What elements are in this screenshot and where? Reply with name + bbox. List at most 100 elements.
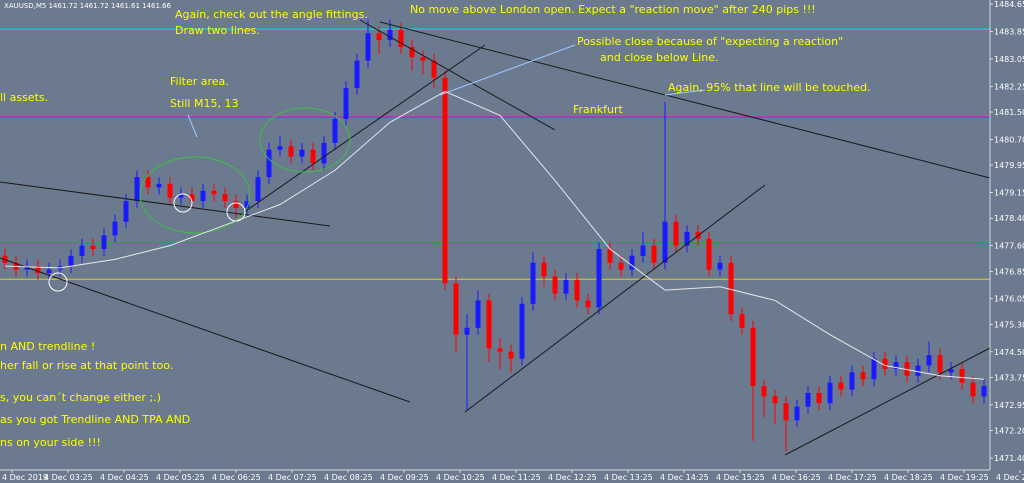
candle-body [222,194,228,202]
x-tick-label: 4 Dec 07:25 [268,473,317,482]
candle-body [299,149,305,157]
candle-body [772,396,778,404]
candle-body [68,255,74,267]
candle-body [959,368,965,383]
touch-circle [173,193,193,213]
y-tick-label: 1480.70 [994,135,1024,144]
candle-body [706,238,712,270]
candle-body [860,372,866,380]
annotations: Again, check out the angle fittings. Draw… [0,3,871,449]
candle-body [156,183,162,188]
candle-body [420,57,426,61]
x-tick-label: 4 Dec 12:25 [548,473,597,482]
annotation: Filter area. [170,75,229,88]
candle-body [662,221,668,263]
y-tick-label: 1477.60 [994,242,1024,251]
pointer-line [187,114,198,138]
x-tick-label: 4 Dec 04:25 [100,473,149,482]
candle-body [827,382,833,404]
candle-body [871,358,877,380]
candle-body [882,358,888,369]
annotation: ns on your side !!! [0,436,101,449]
x-tick-label: 4 Dec 09:25 [380,473,429,482]
candle-body [530,262,536,304]
candle-body [618,262,624,270]
x-tick-label: 4 Dec 19:25 [940,473,989,482]
candle-body [332,118,338,143]
x-tick-label: 4 Dec 11:25 [492,473,541,482]
candle-body [343,88,349,119]
y-tick-label: 1472.20 [994,427,1024,436]
candle-body [574,279,580,301]
annotation: as you got Trendline AND TPA AND [0,413,190,426]
x-tick-label: 4 Dec 13:25 [604,473,653,482]
annotation: Draw two lines. [175,24,260,37]
annotation: Possible close because of "expecting a r… [577,35,843,48]
candle-body [728,262,734,315]
candle-body [310,149,316,164]
candle-body [464,327,470,335]
x-tick-label: 4 Dec 2019 [2,473,48,482]
candle-body [651,245,657,263]
candle-body [442,77,448,284]
candle-body [167,183,173,198]
candle-body [607,249,613,263]
touch-circle [48,272,68,292]
y-tick-label: 1483.85 [994,28,1024,37]
candle-body [354,60,360,89]
candle-body [376,33,382,41]
candle-body [288,146,294,157]
y-tick-label: 1478.40 [994,214,1024,223]
candle-body [684,231,690,246]
trendline [379,21,991,179]
trendline [784,347,991,456]
price-axis-panel [990,0,1024,483]
y-tick-label: 1479.95 [994,161,1024,170]
y-tick-label: 1472.95 [994,401,1024,410]
candle-body [79,245,85,256]
candle-body [321,142,327,164]
candle-body [937,355,943,373]
candle-body [596,249,602,308]
candle-body [970,382,976,397]
candle-body [673,221,679,246]
annotation: Again, check out the angle fittings. [175,8,368,21]
candle-body [904,362,910,376]
candle-body [563,279,569,294]
candle-body [486,300,492,349]
x-tick-label: 4 Dec 10:25 [436,473,485,482]
moving-average [4,90,985,380]
ma-line [4,90,985,380]
candle-body [816,392,822,404]
candle-body [838,382,844,390]
chart-title: XAUUSD,M5 1461.72 1461.72 1461.61 1461.6… [4,2,172,10]
candle-body [794,406,800,421]
trendline [0,257,411,403]
annotation: and close below Line. [600,51,718,64]
x-tick-label: 4 Dec 03:25 [44,473,93,482]
pointer-line [439,44,576,96]
y-tick-label: 1483.05 [994,55,1024,64]
x-tick-label: 4 Dec 18:25 [884,473,933,482]
y-tick-label: 1476.05 [994,295,1024,304]
candle-body [552,276,558,294]
drawings [0,19,991,456]
candle-body [585,300,591,308]
trendline [0,181,331,227]
candle-body [893,362,899,369]
y-tick-label: 1475.30 [994,320,1024,329]
candle-body [189,194,195,202]
candle-body [200,190,206,202]
candle-body [178,194,184,198]
trendline [359,19,556,131]
candle-body [915,365,921,376]
candle-body [783,403,789,421]
y-tick-label: 1481.50 [994,108,1024,117]
candle-body [519,303,525,359]
candle-body [277,146,283,150]
candles [2,19,987,452]
filter-ellipse [259,107,351,173]
